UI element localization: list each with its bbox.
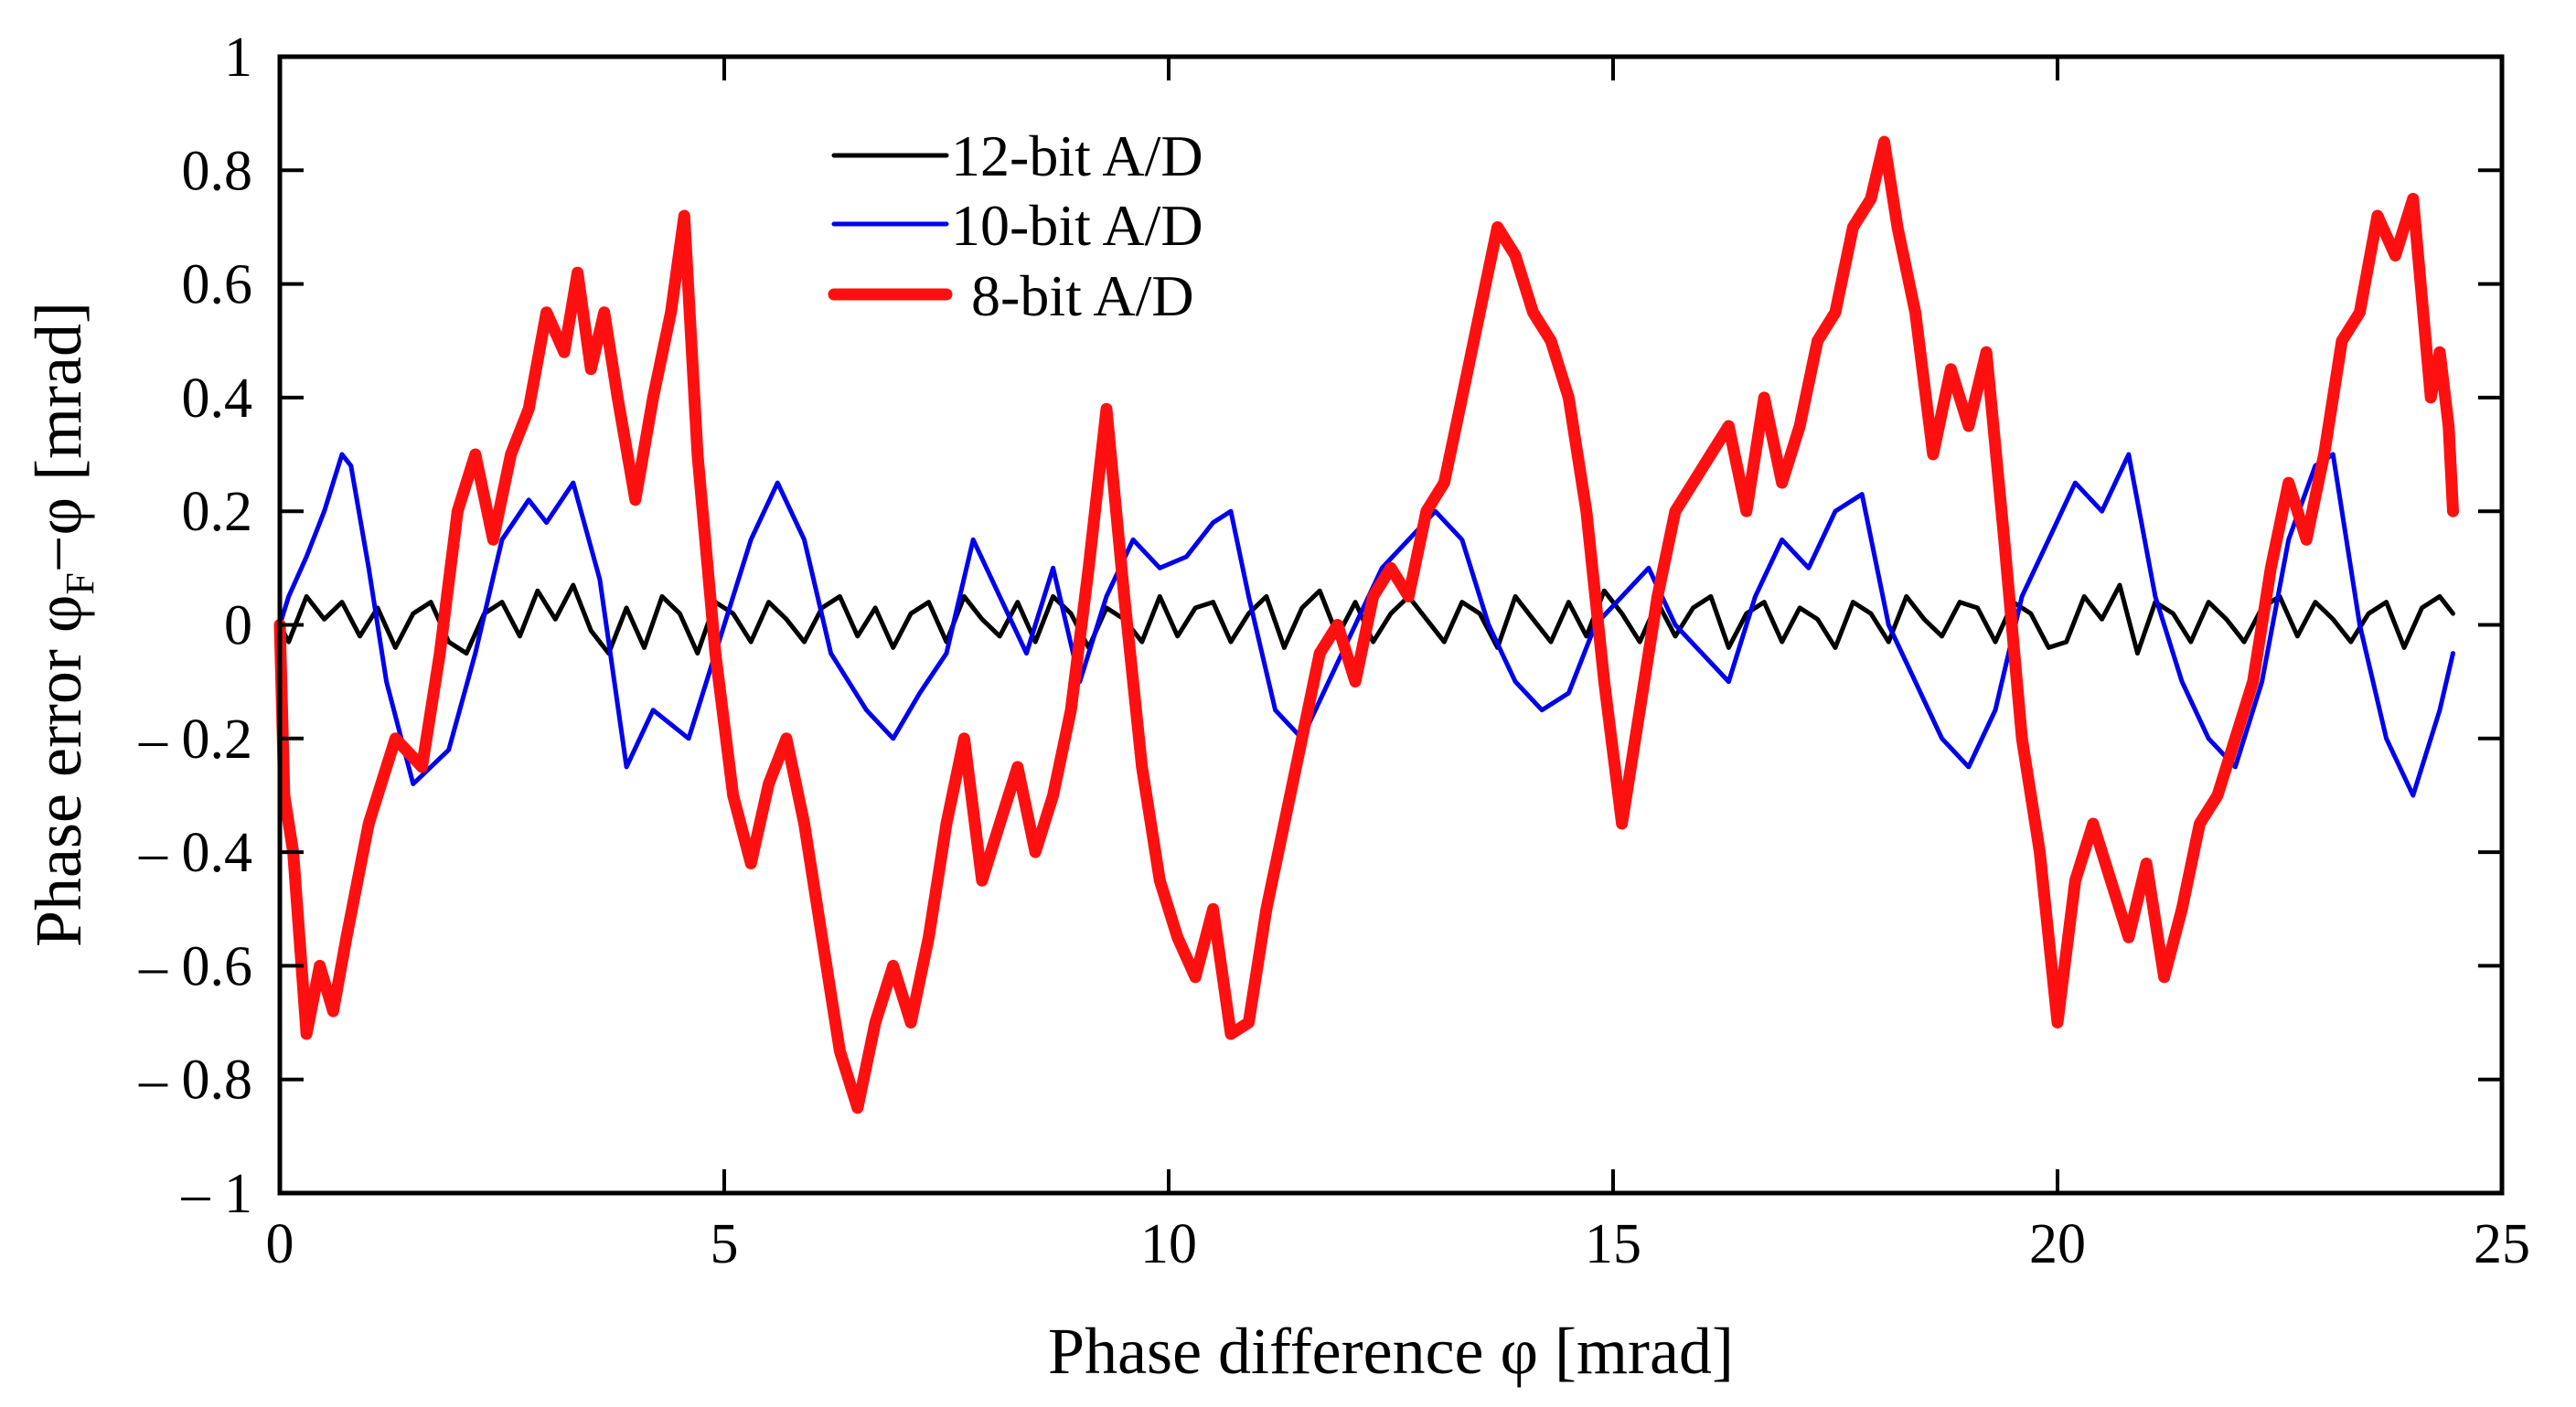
- y-axis-title: Phase error φF−φ [mrad]: [22, 302, 102, 947]
- y-tick-label: 0.8: [182, 140, 253, 202]
- y-axis-title-subscript: F: [58, 572, 102, 594]
- x-tick-label: 15: [1585, 1213, 1641, 1275]
- y-tick-label: – 0.4: [138, 822, 252, 884]
- x-tick-label: 20: [2029, 1213, 2086, 1275]
- x-tick-label: 25: [2474, 1213, 2530, 1275]
- series-layer: [273, 135, 2459, 1114]
- x-tick-label: 10: [1140, 1213, 1197, 1275]
- y-tick-label: 0.4: [182, 368, 253, 430]
- legend-label-10-bit: 10-bit A/D: [951, 193, 1203, 258]
- y-tick-label: – 0.6: [138, 935, 252, 997]
- y-axis-title-rest: −φ [mrad]: [22, 302, 95, 572]
- x-tick-label: 0: [266, 1213, 294, 1275]
- tick-layer: [278, 55, 2504, 1195]
- x-axis-title: Phase difference φ [mrad]: [1048, 1315, 1734, 1388]
- y-tick-label: 0.6: [182, 254, 253, 316]
- y-tick-label: – 0.8: [138, 1050, 252, 1112]
- legend-label-8-bit: 8-bit A/D: [971, 263, 1194, 328]
- y-tick-label: – 1: [181, 1163, 253, 1225]
- y-tick-label: 1: [224, 27, 252, 89]
- y-tick-label: – 0.2: [138, 709, 252, 771]
- y-tick-label: 0: [224, 595, 252, 657]
- x-tick-label: 5: [711, 1213, 739, 1275]
- series-line-8-bit-a-d: [273, 135, 2459, 1114]
- legend-label-12-bit: 12-bit A/D: [951, 123, 1203, 188]
- y-axis-title-main: Phase error φ: [22, 595, 95, 947]
- tick-label-layer: 0 5 10 15 20 25 – 1 – 0.8 – 0.6 – 0.4 – 0.2 0 0.2 0.4…: [138, 27, 2530, 1275]
- legend: 12-bit A/D 10-bit A/D 8-bit A/D: [828, 123, 1203, 328]
- plot-frame: [277, 54, 2505, 1196]
- y-tick-label: 0.2: [182, 481, 253, 543]
